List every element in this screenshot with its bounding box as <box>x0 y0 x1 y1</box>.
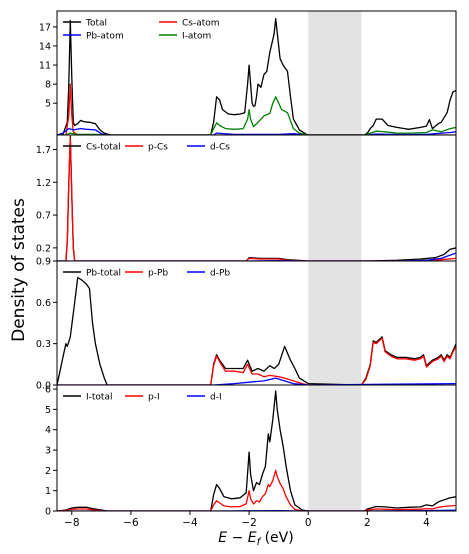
x-tick-label: 2 <box>364 517 371 529</box>
x-axis-label: E − Ef (eV) <box>218 530 293 548</box>
legend: Total Cs-atom Pb-atom I-atom <box>63 19 220 42</box>
y-tick-label: 6 <box>45 385 51 396</box>
panel-3: 0.0 0.3 0.6 0.9 Pb-total p-Pb d-Pb <box>36 257 457 392</box>
x-tick-label: −4 <box>182 517 198 529</box>
y-tick-label: 1.7 <box>36 145 51 156</box>
y-tick-label: 5 <box>45 99 51 110</box>
y-tick-label: 17 <box>39 22 51 33</box>
panel-frame <box>56 384 457 512</box>
legend-label: p-Cs <box>148 143 168 153</box>
legend-label: Pb-atom <box>86 32 124 42</box>
y-tick-label: 2 <box>45 466 51 477</box>
legend-label: I-total <box>86 393 112 403</box>
x-axis-label-subscript: f <box>257 537 262 548</box>
y-tick-label: 8 <box>45 80 51 91</box>
legend: Pb-total p-Pb d-Pb <box>63 269 230 279</box>
panel-4: 0 1 2 3 4 5 6 −8 −6 −4 −2 0 2 4 I-total p-I d-I <box>45 384 457 529</box>
legend-label: Total <box>85 19 107 29</box>
band-gap-region <box>308 385 362 511</box>
y-tick-label: 4 <box>45 425 51 436</box>
y-tick-label: 3 <box>45 446 51 457</box>
series-line-pb-total <box>57 276 456 385</box>
series-line-pb-atom <box>57 127 456 135</box>
series-line-cs-total <box>57 135 456 261</box>
band-gap-region <box>308 261 362 385</box>
legend-label: d-Cs <box>210 143 230 153</box>
series-line-p-pb <box>57 337 456 385</box>
legend-label: p-I <box>148 393 160 403</box>
panel-frame <box>56 10 457 136</box>
y-tick-label: 0.0 <box>36 381 51 392</box>
legend-label: Cs-total <box>86 143 121 153</box>
y-tick-label: 1 <box>45 486 51 497</box>
series-line-p-cs <box>57 136 456 261</box>
panel-1: 5 8 11 14 17 Total Cs-atom Pb-atom I-atom <box>39 10 457 136</box>
legend-label: d-Pb <box>210 269 230 279</box>
y-tick-label: 11 <box>39 61 51 72</box>
y-tick-label: 0.6 <box>36 298 51 309</box>
legend: I-total p-I d-I <box>63 393 222 403</box>
series-line-d-pb <box>57 377 456 385</box>
y-axis-label: Density of states <box>9 198 29 342</box>
series-line-total <box>57 17 456 135</box>
y-tick-label: 0 <box>45 507 51 518</box>
y-tick-label: 0.9 <box>36 257 51 268</box>
x-axis-label-unit: (eV) <box>260 530 294 546</box>
series-line-p-i <box>57 469 456 511</box>
y-tick-label: 0.7 <box>36 211 51 222</box>
x-axis-label-main: E − E <box>218 530 256 546</box>
x-tick-label: −8 <box>64 517 79 529</box>
legend-label: p-Pb <box>148 269 168 279</box>
y-tick-label: 0.2 <box>36 243 51 254</box>
legend: Cs-total p-Cs d-Cs <box>63 143 230 153</box>
x-tick-label: −6 <box>123 517 139 529</box>
legend-label: Cs-atom <box>182 19 220 29</box>
y-tick-label: 5 <box>45 405 51 416</box>
series-line-i-atom <box>57 96 456 135</box>
y-tick-label: 0.3 <box>36 339 51 350</box>
y-tick-label: 1.2 <box>36 178 51 189</box>
x-tick-label: −2 <box>241 517 256 529</box>
legend-label: d-I <box>210 393 222 403</box>
panel-2: 0.2 0.7 1.2 1.7 Cs-total p-Cs d-Cs <box>36 134 457 262</box>
panel-frame <box>56 260 457 386</box>
x-tick-label: 4 <box>423 517 430 529</box>
legend-label: Pb-total <box>86 269 121 279</box>
band-gap-region <box>308 11 362 135</box>
y-tick-label: 14 <box>39 41 51 52</box>
x-tick-label: 0 <box>305 517 312 529</box>
series-line-i-total <box>57 390 456 511</box>
legend-label: I-atom <box>182 32 211 42</box>
band-gap-region <box>308 135 362 261</box>
panel-frame <box>56 134 457 262</box>
